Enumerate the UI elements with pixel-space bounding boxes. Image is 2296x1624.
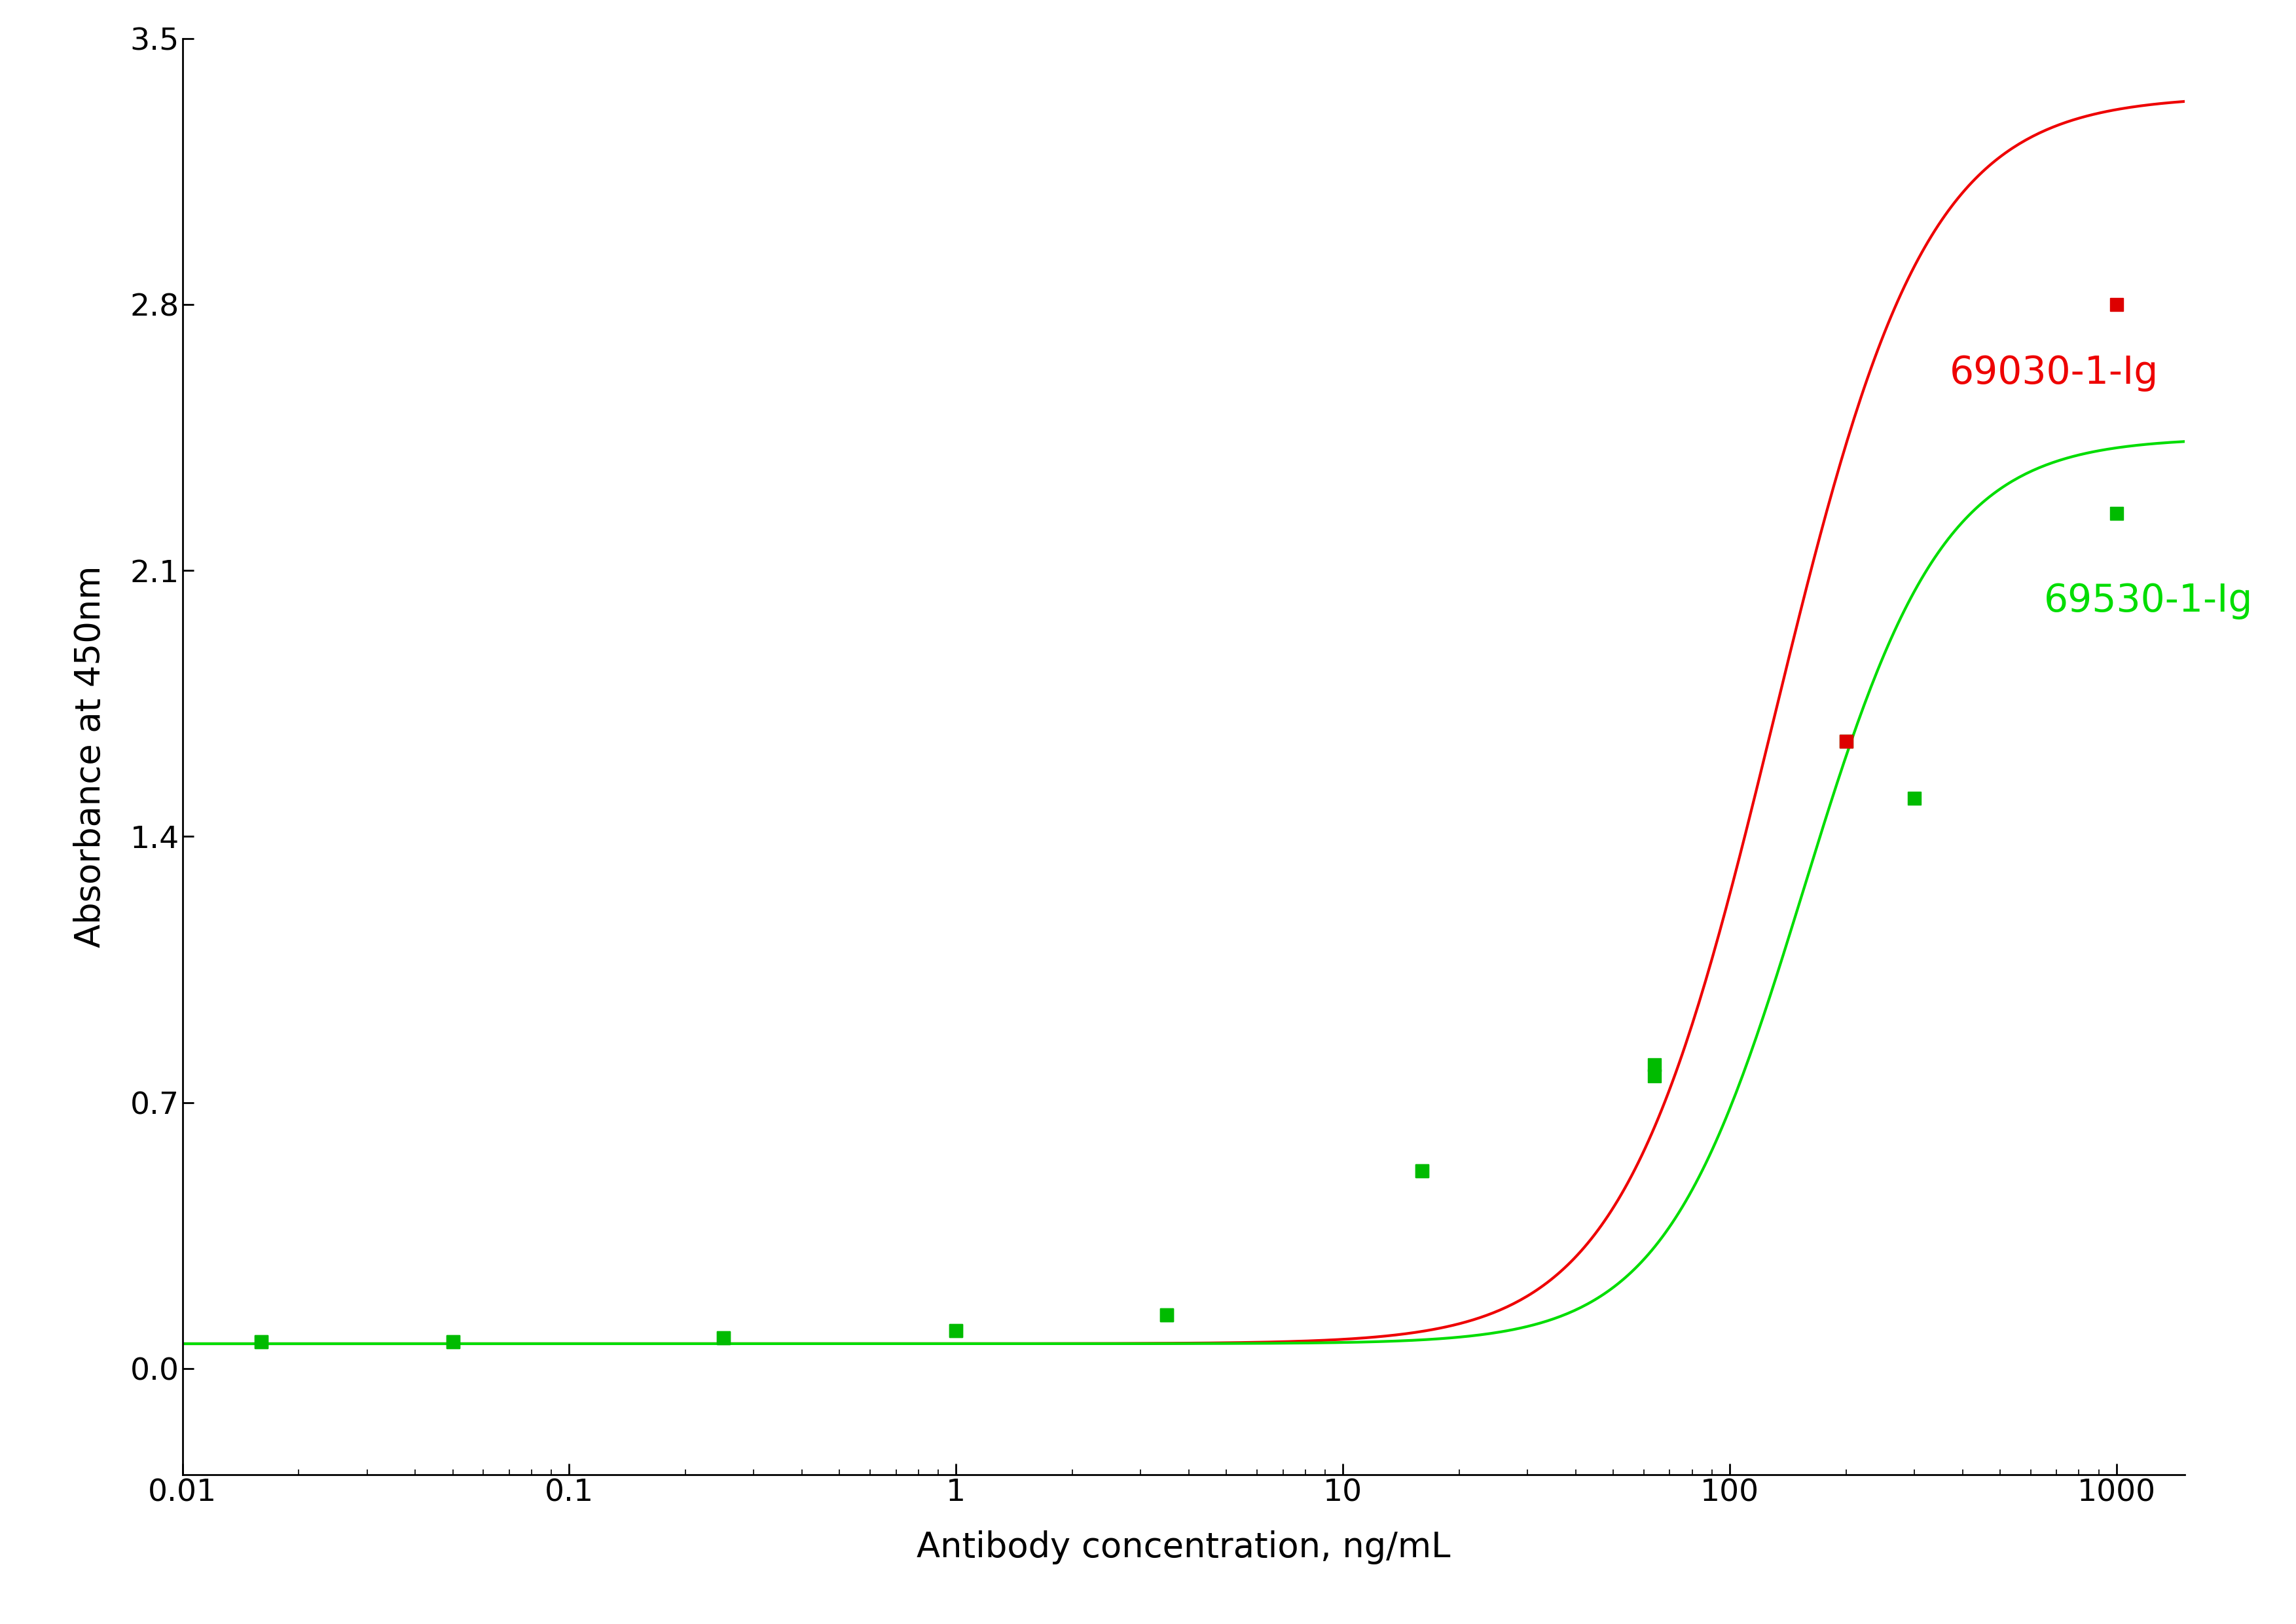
Y-axis label: Absorbance at 450nm: Absorbance at 450nm <box>73 565 108 948</box>
X-axis label: Antibody concentration, ng/mL: Antibody concentration, ng/mL <box>916 1530 1451 1564</box>
Text: 69030-1-Ig: 69030-1-Ig <box>1949 354 2158 391</box>
Text: 69530-1-Ig: 69530-1-Ig <box>2043 583 2252 620</box>
